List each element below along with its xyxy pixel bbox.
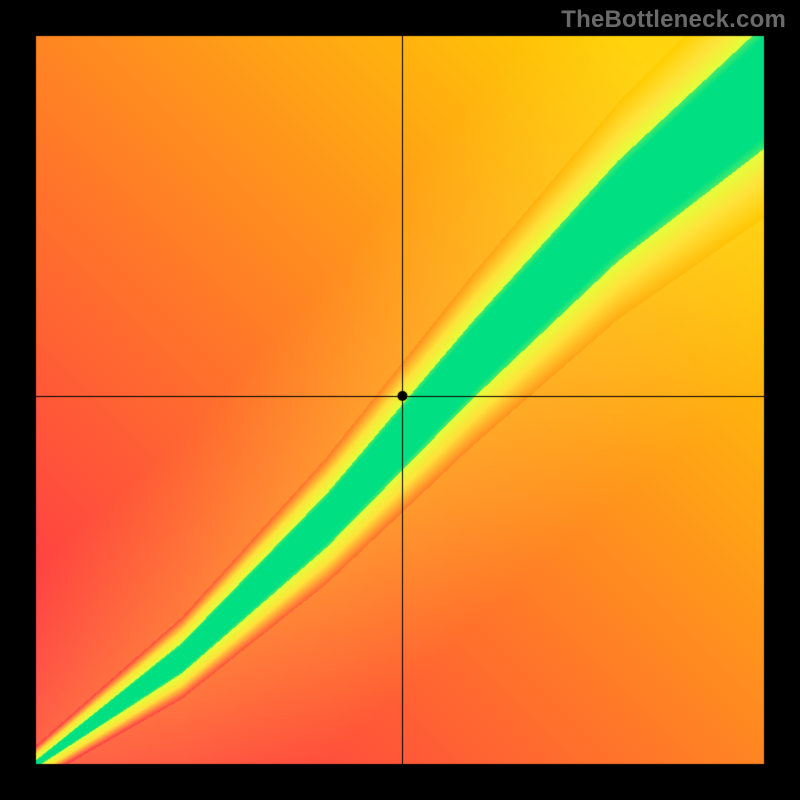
chart-container: TheBottleneck.com xyxy=(0,0,800,800)
bottleneck-heatmap xyxy=(0,0,800,800)
watermark-text: TheBottleneck.com xyxy=(561,6,786,34)
